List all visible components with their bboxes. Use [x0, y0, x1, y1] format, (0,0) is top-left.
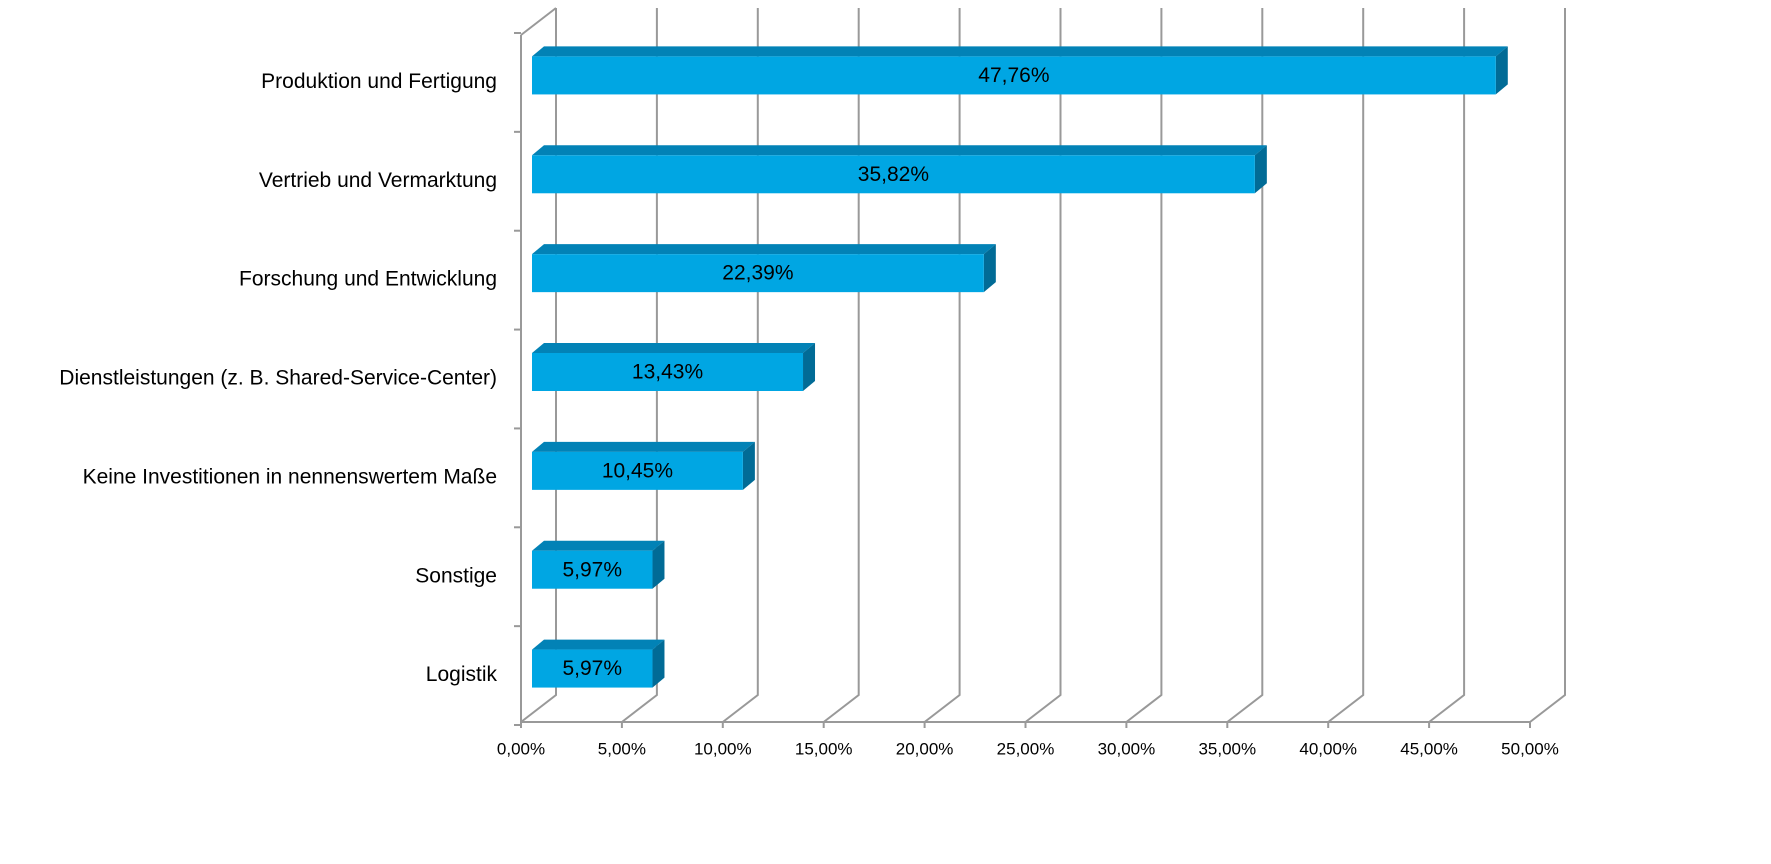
data-label: 47,76% — [978, 64, 1049, 87]
bar — [532, 649, 653, 688]
x-tick-label: 30,00% — [1098, 739, 1156, 758]
data-label: 5,97% — [562, 657, 622, 680]
bar — [532, 56, 1496, 95]
y-tick-label: Vertrieb und Vermarktung — [259, 169, 497, 192]
x-tick-label: 35,00% — [1198, 739, 1256, 758]
x-tick-label: 10,00% — [694, 739, 752, 758]
y-tick-label: Logistik — [426, 663, 498, 686]
bar-top — [532, 441, 755, 452]
grid-line — [1428, 8, 1466, 723]
y-tick-label: Produktion und Fertigung — [261, 70, 497, 93]
x-tick-label: 40,00% — [1299, 739, 1357, 758]
bar-side — [803, 343, 816, 391]
bar-side — [742, 441, 755, 490]
bar-top — [532, 639, 665, 650]
bar — [532, 155, 1255, 194]
data-label: 35,82% — [858, 163, 929, 186]
bar-side — [652, 540, 665, 589]
bar — [532, 451, 743, 490]
grid-line — [923, 8, 961, 723]
bar — [532, 353, 804, 391]
grid-line — [1125, 8, 1163, 723]
x-tick-label: 20,00% — [896, 739, 954, 758]
grid-line — [1327, 8, 1365, 723]
bar — [532, 550, 653, 589]
bar-top — [532, 343, 816, 353]
x-tick-label: 25,00% — [997, 739, 1055, 758]
bar-side — [983, 244, 996, 293]
bar — [532, 254, 984, 293]
bar-top — [532, 145, 1267, 156]
left-wall-top — [520, 7, 557, 36]
y-tick-label: Keine Investitionen in nennenswertem Maß… — [83, 465, 497, 488]
grid-line — [621, 8, 658, 723]
data-label: 13,43% — [632, 361, 703, 384]
x-tick-label: 0,00% — [497, 739, 545, 758]
y-tick-label: Sonstige — [415, 564, 497, 587]
data-label: 22,39% — [722, 262, 793, 285]
grid-line — [722, 8, 759, 723]
grid-line — [823, 8, 860, 723]
x-tick-label: 5,00% — [598, 739, 646, 758]
bar-top — [532, 540, 665, 551]
y-tick-label: Forschung und Entwicklung — [239, 268, 497, 291]
x-tick-label: 15,00% — [795, 739, 853, 758]
grid-line — [520, 8, 557, 723]
bar-top — [532, 46, 1508, 57]
data-label: 10,45% — [602, 459, 673, 482]
y-tick-label: Dienstleistungen (z. B. Shared-Service-C… — [59, 367, 497, 390]
grid-line — [1226, 8, 1264, 723]
bar-top — [532, 244, 996, 255]
bar-side — [652, 639, 665, 688]
grid-line — [1024, 8, 1062, 723]
data-label: 5,97% — [562, 558, 622, 581]
grid-line — [1529, 8, 1566, 723]
x-tick-label: 50,00% — [1501, 739, 1559, 758]
bar-side — [1495, 46, 1508, 95]
x-tick-label: 45,00% — [1400, 739, 1458, 758]
bar-side — [1254, 145, 1267, 194]
